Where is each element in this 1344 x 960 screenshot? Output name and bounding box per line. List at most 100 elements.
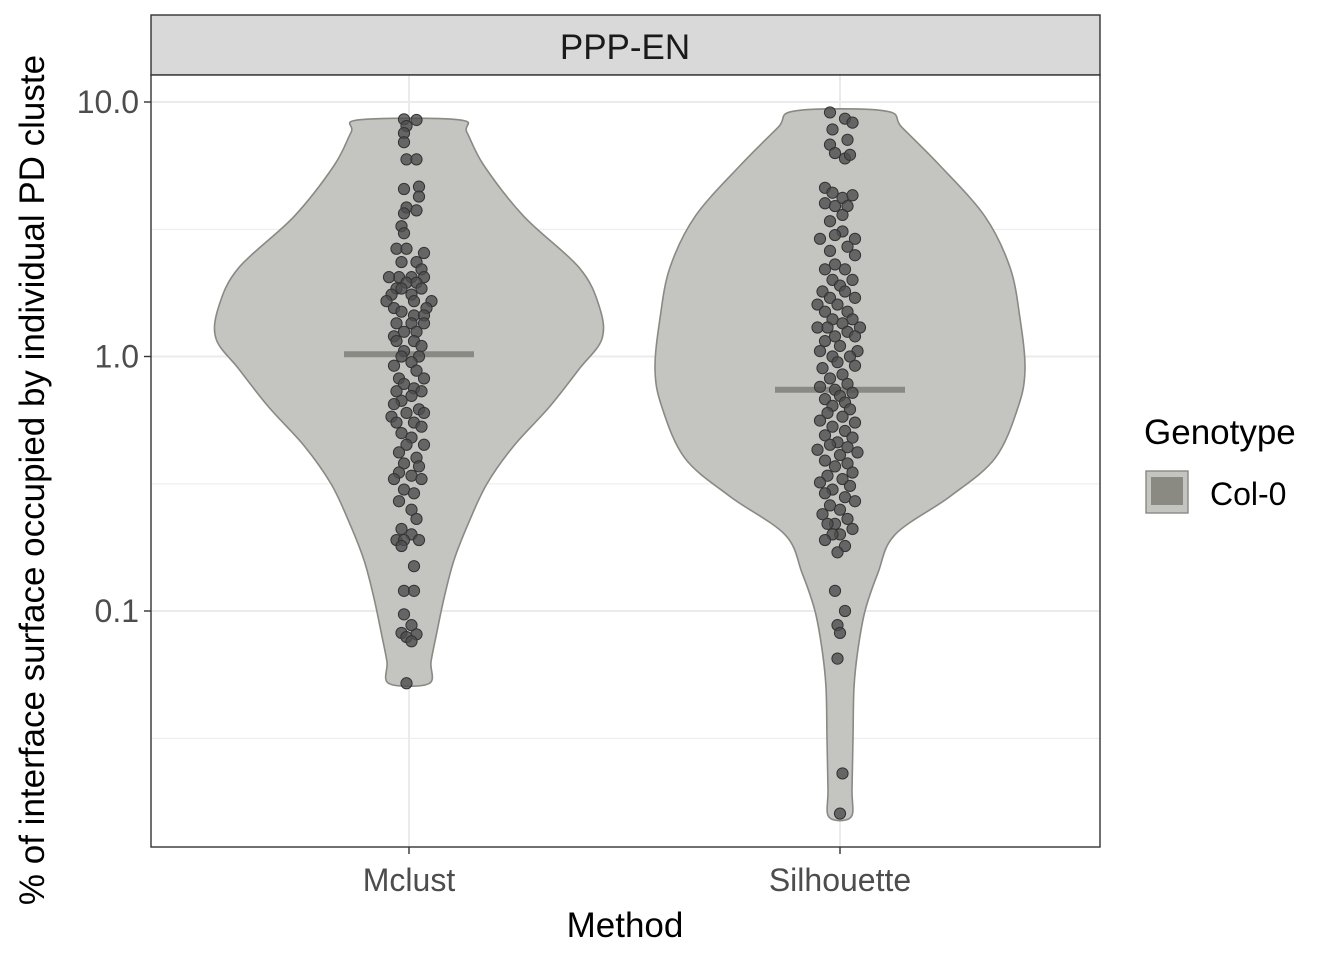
data-point bbox=[828, 199, 842, 213]
data-point bbox=[831, 546, 844, 559]
data-points bbox=[380, 106, 867, 820]
data-point bbox=[823, 291, 837, 304]
data-point bbox=[846, 466, 859, 479]
data-point bbox=[846, 189, 859, 202]
data-point bbox=[821, 469, 834, 482]
data-point bbox=[831, 356, 844, 369]
data-point bbox=[405, 389, 418, 403]
data-point bbox=[400, 406, 413, 420]
data-point bbox=[838, 604, 852, 618]
data-point bbox=[412, 460, 426, 473]
data-point bbox=[831, 298, 844, 311]
data-point bbox=[813, 232, 827, 245]
data-point bbox=[397, 608, 411, 621]
data-point bbox=[836, 208, 849, 222]
data-point bbox=[417, 317, 431, 330]
data-point bbox=[382, 271, 396, 284]
data-point bbox=[823, 499, 837, 512]
data-point bbox=[823, 244, 837, 257]
data-point bbox=[838, 285, 852, 298]
data-point bbox=[818, 197, 832, 210]
data-point bbox=[823, 106, 837, 119]
plot-panel bbox=[150, 74, 1101, 848]
data-point bbox=[405, 469, 418, 482]
data-point bbox=[828, 258, 842, 271]
x-axis-title: Method bbox=[567, 906, 684, 945]
data-point bbox=[843, 350, 857, 363]
data-point bbox=[838, 424, 852, 438]
x-tick-label: Silhouette bbox=[769, 862, 911, 898]
data-point bbox=[828, 146, 842, 160]
data-point bbox=[846, 116, 859, 129]
data-point bbox=[407, 487, 421, 500]
facet-strip: PPP-EN bbox=[150, 14, 1101, 76]
data-point bbox=[848, 249, 862, 262]
data-point bbox=[390, 416, 403, 429]
data-point bbox=[410, 512, 423, 526]
data-point bbox=[821, 406, 834, 420]
data-point bbox=[833, 339, 847, 353]
data-point bbox=[410, 204, 423, 217]
data-point bbox=[395, 255, 408, 269]
data-point bbox=[407, 560, 421, 573]
legend-label-col-0: Col-0 bbox=[1210, 476, 1286, 512]
data-point bbox=[823, 438, 837, 451]
data-point bbox=[836, 368, 849, 381]
y-axis-title: % of interface surface occupied by indiv… bbox=[13, 55, 52, 905]
y-tick-label: 10.0 bbox=[77, 84, 139, 120]
data-point bbox=[400, 438, 413, 451]
data-point bbox=[831, 652, 844, 665]
y-tick-label: 0.1 bbox=[95, 593, 139, 629]
x-tick-label: Mclust bbox=[363, 862, 456, 898]
data-point bbox=[816, 362, 829, 375]
data-point bbox=[415, 385, 428, 398]
data-point bbox=[395, 427, 408, 440]
data-point bbox=[833, 807, 847, 820]
data-point bbox=[846, 522, 859, 536]
data-point bbox=[826, 123, 839, 136]
data-point bbox=[392, 495, 406, 508]
data-point bbox=[387, 359, 401, 372]
facet-strip-background bbox=[150, 14, 1101, 76]
legend-key-inner bbox=[1151, 477, 1183, 505]
data-point bbox=[823, 372, 837, 385]
data-point bbox=[387, 472, 401, 486]
data-point bbox=[395, 282, 408, 295]
data-point bbox=[813, 345, 827, 358]
data-point bbox=[397, 325, 411, 338]
data-point bbox=[826, 420, 839, 433]
data-point bbox=[821, 517, 834, 530]
violin-mclust bbox=[213, 117, 605, 688]
data-point bbox=[848, 495, 862, 508]
data-point bbox=[828, 584, 842, 597]
data-point bbox=[818, 334, 832, 348]
data-point bbox=[818, 487, 832, 500]
data-point bbox=[412, 533, 426, 547]
y-axis: 0.1 1.0 10.0 bbox=[77, 84, 151, 629]
data-point bbox=[813, 380, 827, 393]
data-point bbox=[405, 503, 418, 516]
data-point bbox=[417, 372, 431, 385]
data-point bbox=[387, 398, 401, 411]
data-point bbox=[390, 317, 403, 330]
data-point bbox=[818, 454, 832, 467]
data-point bbox=[395, 305, 408, 318]
data-point bbox=[395, 350, 408, 363]
data-point bbox=[818, 429, 832, 442]
data-point bbox=[841, 240, 854, 253]
data-point bbox=[846, 431, 859, 444]
data-point bbox=[410, 113, 423, 127]
data-point bbox=[407, 584, 421, 597]
data-point bbox=[828, 330, 842, 343]
data-point bbox=[380, 295, 393, 308]
data-point bbox=[843, 148, 857, 161]
data-point bbox=[818, 305, 832, 318]
data-point bbox=[833, 626, 847, 640]
data-point bbox=[405, 635, 418, 648]
data-point bbox=[833, 503, 847, 516]
data-point bbox=[836, 472, 849, 486]
data-point bbox=[397, 182, 411, 196]
data-point bbox=[846, 386, 859, 399]
data-point bbox=[841, 133, 854, 146]
data-point bbox=[397, 377, 411, 391]
